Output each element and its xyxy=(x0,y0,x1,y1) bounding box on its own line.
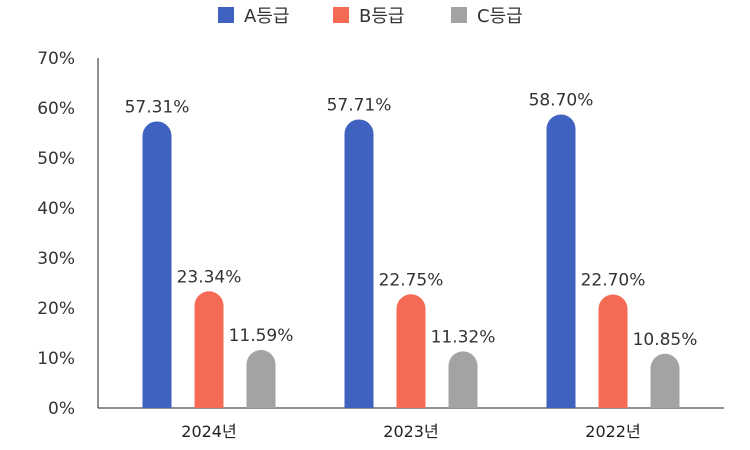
bar xyxy=(194,291,224,408)
bar xyxy=(396,294,426,408)
bar xyxy=(650,353,680,408)
legend-swatch xyxy=(451,7,467,23)
data-label: 58.70% xyxy=(529,91,594,111)
data-label: 11.32% xyxy=(431,327,496,347)
data-labels: 57.31% 23.34% 11.59% 57.71% 22.75% 11.32% 58.7… xyxy=(125,91,698,350)
y-tick-label: 50% xyxy=(37,149,75,169)
legend-swatch xyxy=(218,7,234,23)
y-tick-label: 10% xyxy=(37,349,75,369)
bar xyxy=(246,350,276,408)
x-axis: 2024년 2023년 2022년 xyxy=(98,407,724,441)
data-label: 57.71% xyxy=(327,95,392,115)
bar xyxy=(142,121,172,408)
y-tick-label: 20% xyxy=(37,299,75,319)
legend-label: C등급 xyxy=(477,6,523,27)
x-category-label: 2022년 xyxy=(585,422,640,441)
y-tick-label: 40% xyxy=(37,199,75,219)
data-label: 10.85% xyxy=(633,330,698,350)
bars xyxy=(142,114,680,409)
data-label: 57.31% xyxy=(125,97,190,117)
data-label: 22.70% xyxy=(581,271,646,291)
data-label: 22.75% xyxy=(379,270,444,290)
legend: A등급 B등급 C등급 xyxy=(218,6,523,27)
legend-swatch xyxy=(333,7,349,23)
y-tick-label: 60% xyxy=(37,99,75,119)
x-category-label: 2024년 xyxy=(181,422,236,441)
bar xyxy=(598,294,628,408)
y-axis: 0% 10% 20% 30% 40% 50% 60% 70% xyxy=(37,49,99,419)
y-tick-label: 70% xyxy=(37,49,75,69)
y-tick-label: 30% xyxy=(37,249,75,269)
bar xyxy=(344,119,374,408)
bar xyxy=(448,351,478,408)
x-category-label: 2023년 xyxy=(383,422,438,441)
data-label: 23.34% xyxy=(177,267,242,287)
bar xyxy=(546,114,576,409)
data-label: 11.59% xyxy=(229,326,294,346)
legend-label: A등급 xyxy=(244,6,289,27)
y-tick-label: 0% xyxy=(48,399,75,419)
legend-label: B등급 xyxy=(359,6,404,27)
